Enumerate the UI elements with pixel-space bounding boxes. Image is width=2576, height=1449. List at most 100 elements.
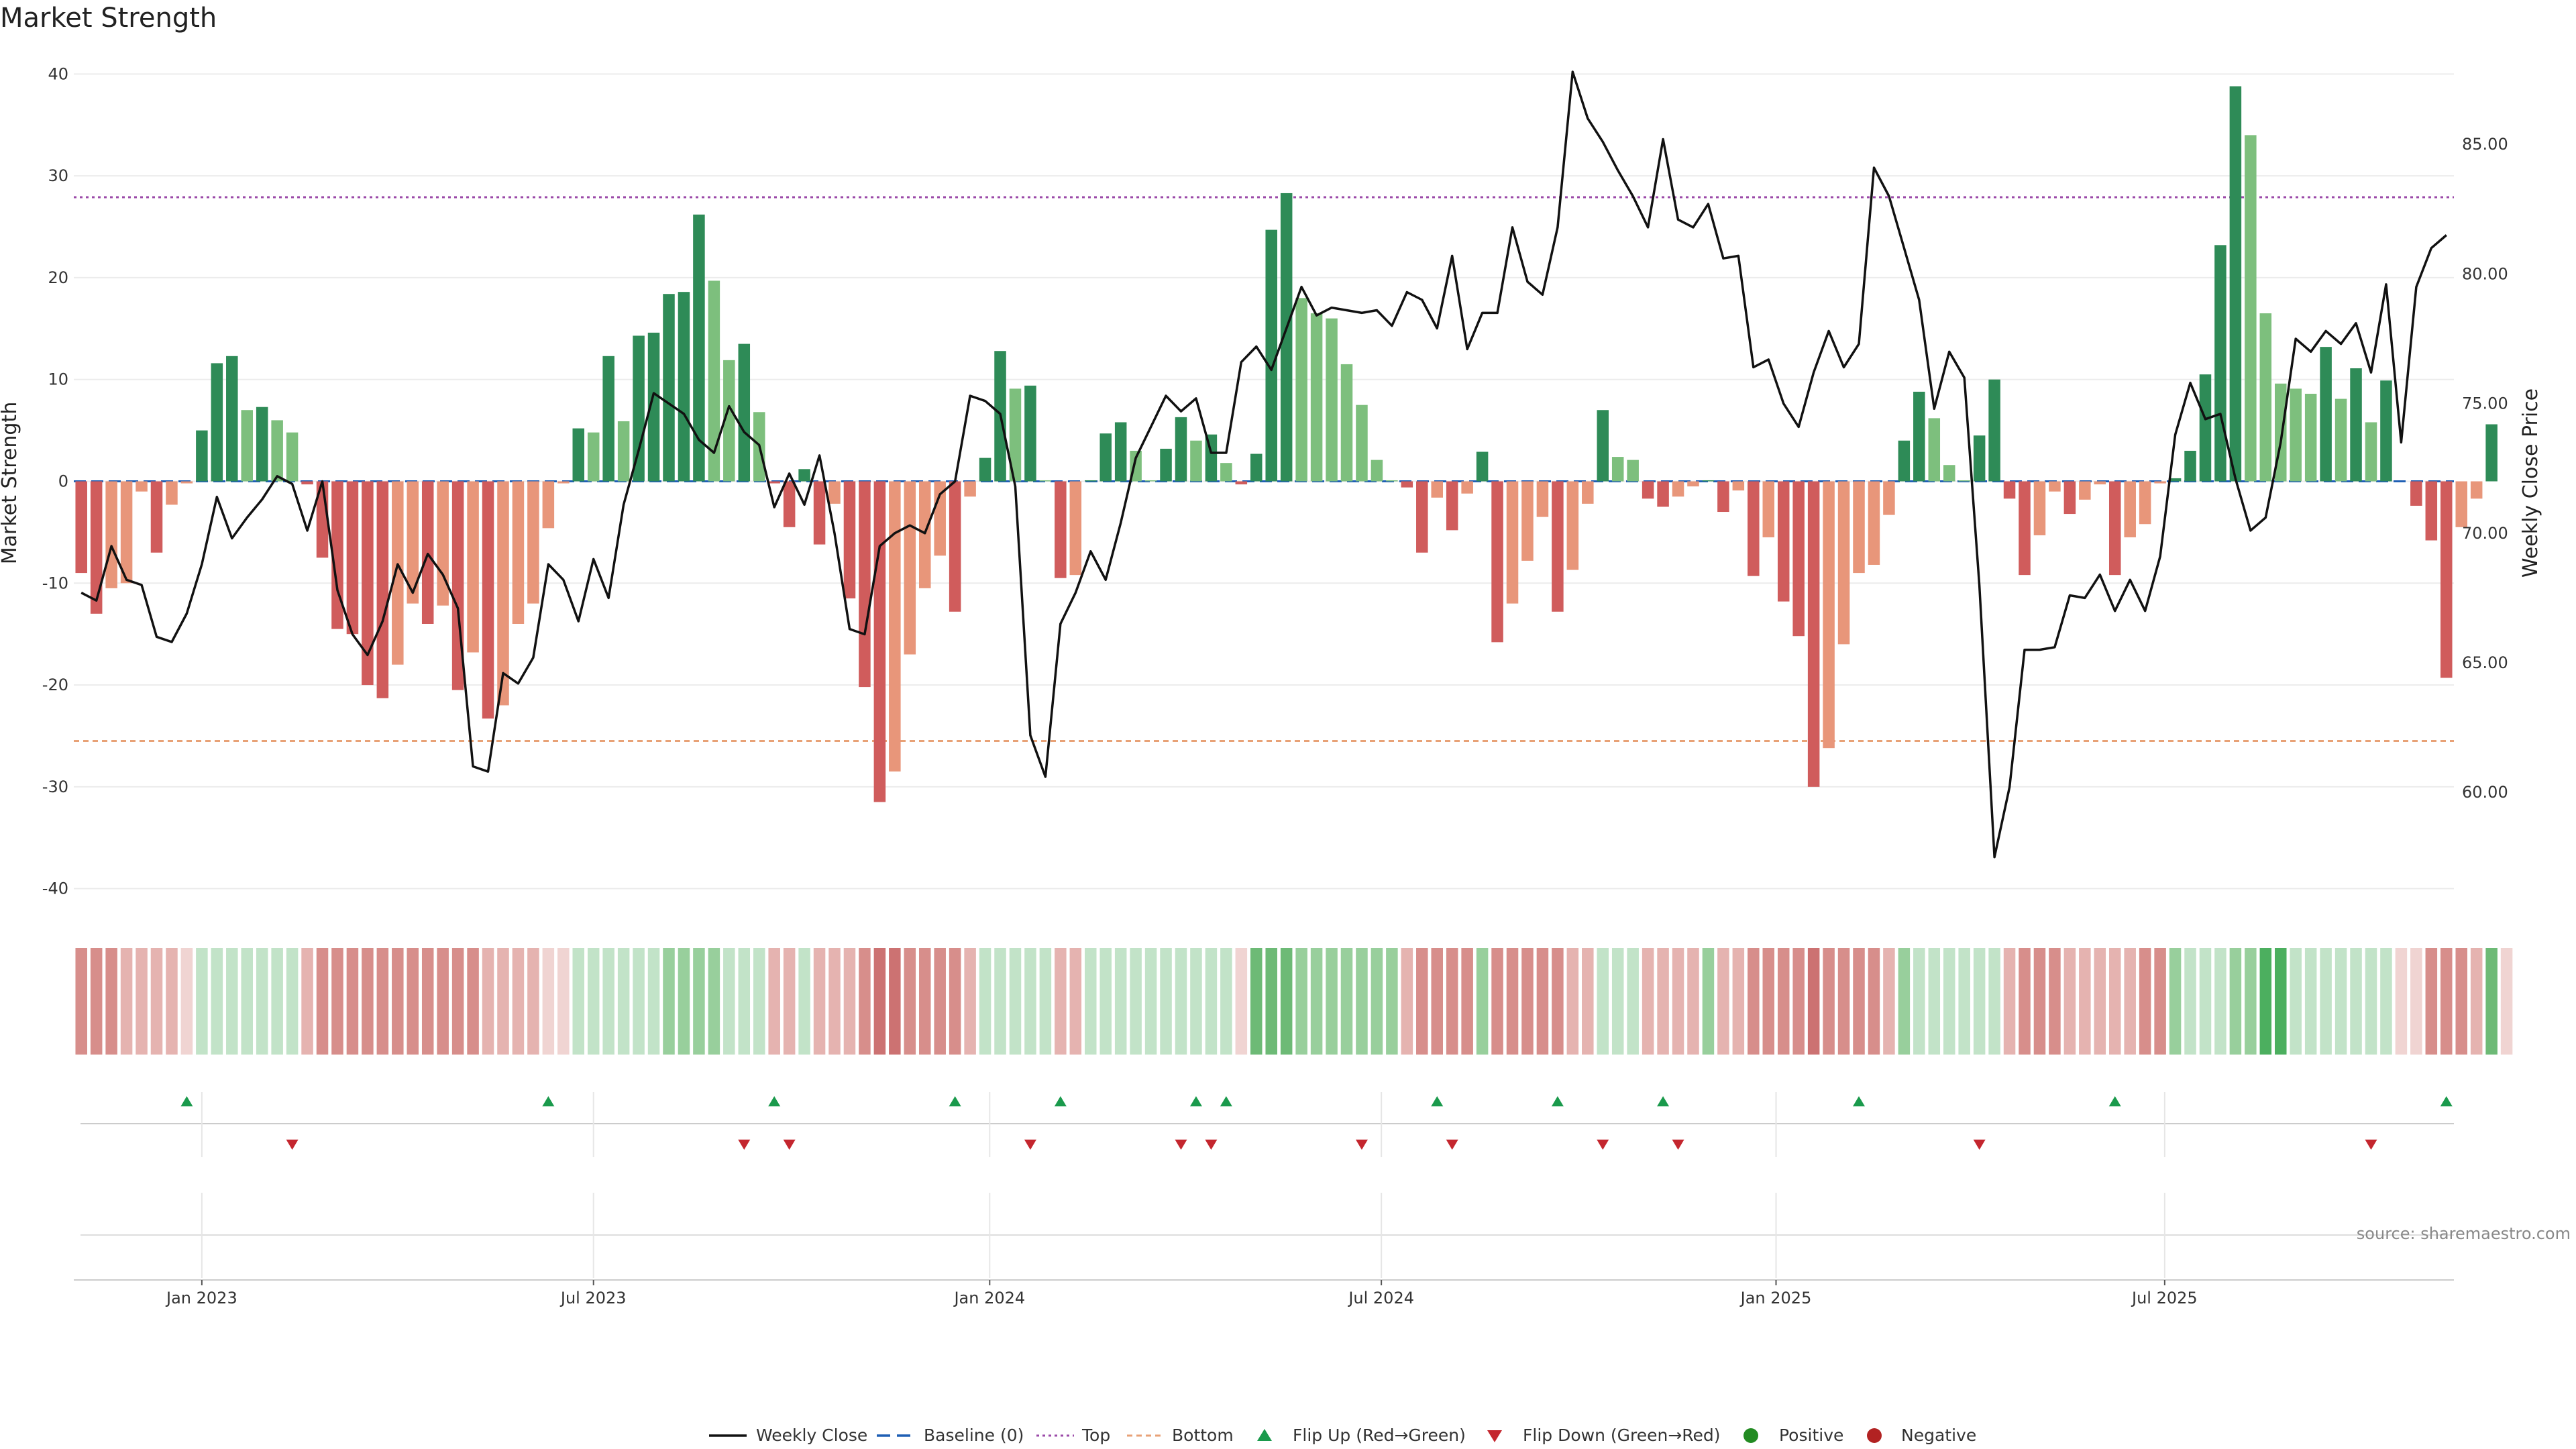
heat-cell (1521, 948, 1534, 1055)
left-axis-ticks: 40 30 20 10 0 -10 -20 -30 -40 (42, 64, 68, 898)
strength-bar (75, 481, 87, 574)
heat-cell (1144, 948, 1157, 1055)
strength-bar (286, 432, 299, 482)
heat-cell (1582, 948, 1594, 1055)
legend-item-flipdown: Flip Down (Green→Red) (1487, 1426, 1721, 1445)
heat-cell (301, 948, 313, 1055)
heat-cell (617, 948, 630, 1055)
strength-bar (633, 335, 645, 482)
strength-bar (1506, 481, 1519, 604)
strength-bar (1160, 448, 1172, 482)
heat-cell (1928, 948, 1941, 1055)
heat-cell (1356, 948, 1368, 1055)
flip-down-marker (1175, 1139, 1187, 1150)
heat-cell (2214, 948, 2226, 1055)
flip-up-marker (768, 1096, 781, 1107)
strength-bar (2169, 478, 2182, 482)
strength-bar (1085, 480, 1097, 482)
heat-cell (1009, 948, 1022, 1055)
strength-bar (1883, 481, 1895, 515)
strength-bar (241, 410, 253, 482)
heat-cell (1130, 948, 1142, 1055)
heat-cell (1883, 948, 1895, 1055)
heat-cell (1340, 948, 1353, 1055)
strength-bar (2063, 481, 2076, 515)
strength-bar (904, 481, 916, 655)
strength-bar (2350, 368, 2362, 482)
strength-bar (421, 481, 434, 624)
strength-bar (2304, 393, 2317, 482)
x-tick-label: Jul 2023 (559, 1289, 627, 1307)
heat-cell (1461, 948, 1473, 1055)
heat-cell (451, 948, 464, 1055)
heat-cell (1898, 948, 1911, 1055)
heat-cell (2470, 948, 2483, 1055)
heat-cell (1943, 948, 1955, 1055)
heat-cell (602, 948, 614, 1055)
strength-bar (1807, 481, 1820, 787)
strength-bar (2425, 481, 2438, 541)
legend-swatch (1867, 1428, 1882, 1443)
strength-bar (2124, 481, 2136, 537)
heat-cell (2229, 948, 2242, 1055)
heat-cell (497, 948, 509, 1055)
strength-bar (1536, 481, 1549, 517)
heat-cell (467, 948, 479, 1055)
strength-bar (2154, 481, 2166, 484)
heat-cell (2275, 948, 2287, 1055)
strength-bar (1657, 481, 1669, 507)
y-tick-label: 20 (48, 268, 68, 287)
chart-title: Market Strength (0, 3, 217, 34)
strength-bar (196, 430, 208, 482)
strength-bar (2334, 398, 2347, 482)
flip-down-marker (1446, 1139, 1458, 1150)
heat-cell (2108, 948, 2121, 1055)
flip-up-marker (1189, 1096, 1202, 1107)
heat-cell (241, 948, 253, 1055)
y-tick-label: -10 (42, 574, 68, 592)
heat-cell (964, 948, 976, 1055)
y2-tick-label: 65.00 (2462, 653, 2508, 672)
strength-bar (497, 481, 509, 706)
heat-cell (1958, 948, 1970, 1055)
strength-bar (1446, 481, 1458, 531)
strength-bar (1340, 364, 1353, 482)
strength-bar (1566, 481, 1579, 570)
heat-cell (859, 948, 871, 1055)
heat-cell (1777, 948, 1790, 1055)
strength-bar (346, 481, 359, 635)
heat-cell (663, 948, 675, 1055)
strength-bar (2049, 481, 2061, 492)
heat-cell (1371, 948, 1383, 1055)
flip-down-marker (1024, 1139, 1036, 1150)
legend-label: Top (1081, 1426, 1110, 1445)
heat-cell (2365, 948, 2377, 1055)
heat-cell (136, 948, 148, 1055)
y2-tick-label: 70.00 (2462, 524, 2508, 543)
heat-cell (2395, 948, 2408, 1055)
strength-bar (2470, 481, 2483, 499)
heat-cell (1868, 948, 1880, 1055)
strength-bar (2440, 481, 2453, 678)
heat-cell (1597, 948, 1609, 1055)
heat-cell (2304, 948, 2317, 1055)
heat-cell (542, 948, 555, 1055)
strength-bar (828, 481, 841, 504)
strength-bar (2199, 374, 2212, 482)
heat-cell (828, 948, 841, 1055)
flip-markers (80, 1096, 2454, 1150)
strength-bar (1416, 481, 1428, 553)
heat-cell (1973, 948, 1986, 1055)
strength-bar (1762, 481, 1775, 537)
strength-bar (1717, 481, 1729, 513)
heat-cell (1250, 948, 1263, 1055)
heat-cell (1672, 948, 1684, 1055)
strength-bar (1988, 379, 2000, 482)
heat-cell (1506, 948, 1519, 1055)
heat-cell (75, 948, 87, 1055)
strength-bar (2033, 481, 2046, 535)
strength-bar (783, 481, 796, 527)
legend-item-negative: Negative (1867, 1426, 1976, 1445)
strength-bar (1702, 480, 1715, 482)
heat-cell (2440, 948, 2453, 1055)
